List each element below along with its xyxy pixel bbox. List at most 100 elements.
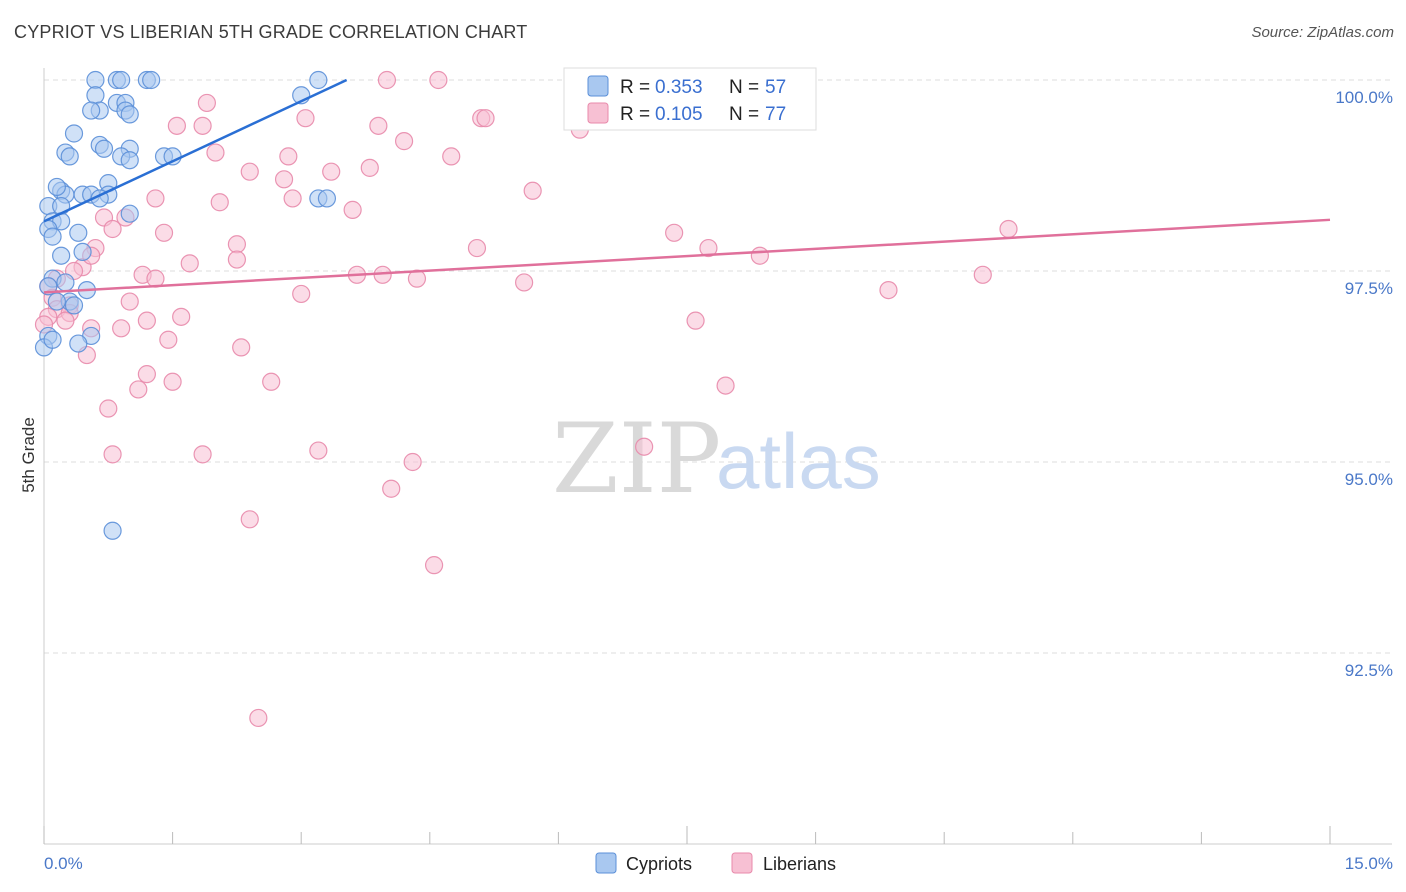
cypriot-point-56 [82,101,101,120]
liberian-point-7 [193,116,212,135]
source-note: Source: ZipAtlas.com [1251,24,1394,41]
cypriot-point-50 [103,521,122,540]
legend-r-value-liberians: 0.105 [655,104,703,125]
liberian-point-33 [750,246,769,265]
liberian-point-50 [120,292,139,311]
series-cypriots [34,70,337,540]
bottom-legend-swatch-liberians [731,852,753,874]
liberian-point-31 [467,238,487,258]
liberian-point-58 [137,311,156,330]
liberian-point-28 [999,219,1018,239]
liberian-point-56 [56,311,75,330]
liberian-point-8 [369,116,388,135]
cypriot-point-0 [86,70,105,90]
liberian-point-68 [716,376,735,395]
trend-line-cypriots [43,78,348,223]
liberian-point-6 [167,116,186,135]
cypriot-point-52 [64,296,84,315]
legend-n-label-liberians: N = [729,104,759,125]
cypriot-point-5 [309,70,328,90]
liberian-point-3 [296,109,315,128]
legend-r-label-liberians: R = [620,104,650,125]
liberian-point-62 [159,330,178,349]
liberian-point-20 [210,193,229,212]
y-tick-label-2: 97.5% [1345,279,1393,298]
cypriot-point-6 [86,86,105,105]
liberian-point-79 [249,708,268,728]
legend-swatch-liberians [587,102,609,124]
cypriot-point-38 [43,227,62,246]
legend-n-value-liberians: 77 [765,104,786,125]
cypriot-point-4 [142,70,161,90]
liberian-point-19 [146,189,165,208]
cypriot-point-18 [60,147,79,166]
liberian-point-73 [309,441,328,460]
cypriot-point-40 [73,242,92,261]
liberian-point-34 [227,250,246,269]
cypriot-point-34 [120,204,139,223]
liberian-point-5 [476,109,495,128]
x-tick-label-min: 0.0% [44,854,83,873]
cypriot-point-53 [43,330,62,349]
liberian-point-14 [360,158,379,177]
series-liberians [34,70,1018,728]
liberian-point-45 [973,265,992,284]
liberian-point-22 [343,200,362,219]
liberian-point-10 [394,132,414,151]
trend-line-liberians [43,218,1331,294]
liberian-point-27 [665,223,684,242]
cypriot-point-41 [52,246,71,265]
liberian-point-70 [99,399,118,418]
cypriot-point-2 [112,70,131,90]
liberian-point-0 [377,70,397,90]
liberian-point-77 [240,510,259,529]
cypriot-point-31 [317,189,337,208]
legend-n-value-cypriots: 57 [765,77,786,98]
y-tick-label-1: 95.0% [1345,470,1393,489]
bottom-legend-cypriots: Cypriots [626,854,692,874]
liberian-point-13 [442,147,461,166]
liberian-point-72 [193,445,212,464]
liberian-point-71 [103,445,122,464]
liberian-point-1 [429,70,448,90]
bottom-legend-swatch-cypriots [595,852,617,874]
liberian-point-66 [163,372,182,391]
cypriot-point-48 [69,334,88,353]
liberian-point-17 [274,170,294,189]
y-tick-labels: 92.5% 95.0% 97.5% 100.0% [1335,88,1393,680]
liberian-point-74 [403,452,422,472]
liberian-point-75 [635,437,654,456]
liberian-point-18 [523,181,542,200]
liberian-point-16 [322,162,341,181]
liberian-point-76 [382,479,401,498]
cypriot-point-55 [47,177,66,197]
y-axis-label: 5th Grade [19,417,38,493]
liberian-point-51 [292,284,311,304]
liberian-point-15 [240,162,259,181]
liberian-point-61 [112,319,131,338]
stats-legend: R = 0.353 N = 57 R = 0.105 N = 77 [563,67,817,131]
cypriot-point-13 [64,124,84,143]
cypriot-point-20 [120,151,139,170]
liberian-point-57 [172,307,191,326]
liberian-point-63 [232,338,251,357]
y-tick-label-3: 100.0% [1335,88,1393,107]
liberian-point-78 [424,556,444,575]
cypriot-point-39 [69,223,88,242]
legend-r-label-cypriots: R = [620,77,650,98]
axes [43,68,1392,845]
liberian-point-29 [227,235,246,254]
x-ticks [43,826,1331,844]
cypriot-point-43 [56,273,75,292]
cypriot-point-51 [47,292,66,311]
liberian-point-44 [515,273,534,292]
legend-n-label-cypriots: N = [729,77,759,98]
liberian-point-59 [686,311,705,330]
series-legend: Cypriots Liberians [595,852,836,874]
liberian-point-52 [879,281,898,300]
liberian-point-26 [154,223,174,242]
liberian-point-67 [262,372,281,391]
liberian-point-12 [279,147,298,166]
liberian-point-35 [180,254,199,273]
